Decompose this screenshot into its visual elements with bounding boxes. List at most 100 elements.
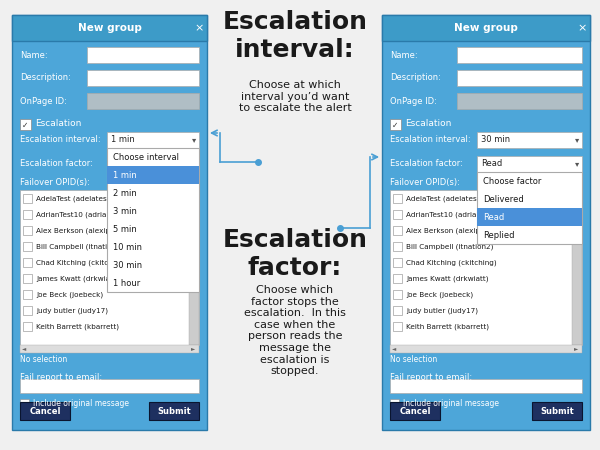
Text: 5 min: 5 min (113, 225, 137, 234)
Bar (20, 119, 31, 130)
Text: Choose at which
interval you’d want
to escalate the alert: Choose at which interval you’d want to e… (239, 80, 352, 113)
Text: AdrianTest10 (adrian: AdrianTest10 (adrian (406, 212, 481, 218)
Bar (390, 190, 582, 345)
Text: New group: New group (454, 23, 518, 33)
Bar (382, 15, 590, 430)
Text: Escalation
interval:: Escalation interval: (223, 10, 367, 62)
Text: Read: Read (111, 159, 132, 168)
Bar (23, 258, 32, 267)
Text: ▾: ▾ (192, 159, 196, 168)
Text: OnPage ID:: OnPage ID: (390, 96, 437, 105)
Bar (20, 345, 199, 353)
Text: ◄: ◄ (392, 346, 396, 351)
Bar (477, 156, 582, 172)
Text: Escalation factor:: Escalation factor: (390, 158, 463, 167)
Text: OnPage ID:: OnPage ID: (20, 96, 67, 105)
Text: Chad Kitching (ckitching): Chad Kitching (ckitching) (36, 260, 127, 266)
Text: Cancel: Cancel (29, 406, 61, 415)
Text: ▾: ▾ (192, 135, 196, 144)
Text: Failover OPID(s):: Failover OPID(s): (20, 179, 90, 188)
Text: 1 min: 1 min (113, 171, 137, 180)
Bar (390, 345, 582, 353)
Text: Failover OPID(s):: Failover OPID(s): (390, 179, 460, 188)
Bar (23, 306, 32, 315)
Text: ×: × (577, 23, 587, 33)
Bar (149, 402, 199, 420)
Text: Chad Kitching (ckitching): Chad Kitching (ckitching) (406, 260, 497, 266)
Bar (23, 194, 32, 203)
Bar (23, 290, 32, 299)
Text: Joe Beck (joebeck): Joe Beck (joebeck) (406, 292, 473, 298)
Bar (390, 399, 399, 408)
Text: Choose interval: Choose interval (113, 153, 179, 162)
Bar (477, 132, 582, 148)
Text: Bill Campbell (itnation2): Bill Campbell (itnation2) (406, 244, 493, 250)
Bar (87, 47, 199, 63)
Text: Cancel: Cancel (399, 406, 431, 415)
Text: Keith Barrett (kbarrett): Keith Barrett (kbarrett) (406, 324, 489, 330)
Bar (23, 226, 32, 235)
Text: 10 min: 10 min (113, 243, 142, 252)
Bar (393, 258, 402, 267)
Bar (23, 242, 32, 251)
Text: Submit: Submit (540, 406, 574, 415)
Text: Read: Read (483, 212, 504, 221)
Bar (390, 402, 440, 420)
Text: Fail report to email:: Fail report to email: (20, 373, 102, 382)
Bar (20, 190, 199, 345)
Text: ►: ► (574, 346, 578, 351)
Text: No selection: No selection (20, 355, 67, 364)
Text: Alex Berkson (alexip: Alex Berkson (alexip (36, 228, 110, 234)
Text: Escalation
factor:: Escalation factor: (223, 228, 367, 280)
Text: AdrianTest10 (adrian: AdrianTest10 (adrian (36, 212, 111, 218)
Text: Name:: Name: (20, 50, 47, 59)
Bar (393, 306, 402, 315)
Bar (107, 132, 199, 148)
Text: ×: × (194, 23, 203, 33)
Bar (107, 148, 199, 292)
Text: Choose which
factor stops the
escalation.  In this
case when the
person reads th: Choose which factor stops the escalation… (244, 285, 346, 376)
Text: Escalation: Escalation (405, 120, 451, 129)
Text: 30 min: 30 min (481, 135, 510, 144)
Bar (390, 379, 582, 393)
Text: New group: New group (77, 23, 142, 33)
Text: 1 min: 1 min (111, 135, 135, 144)
Bar (87, 70, 199, 86)
Text: James Kwatt (drkwiatt): James Kwatt (drkwiatt) (406, 276, 488, 282)
Text: ✓: ✓ (392, 121, 398, 130)
Bar (393, 242, 402, 251)
Bar (393, 290, 402, 299)
Text: Description:: Description: (20, 73, 71, 82)
Text: Alex Berkson (alexiphone): Alex Berkson (alexiphone) (406, 228, 500, 234)
Text: Submit: Submit (157, 406, 191, 415)
Bar (457, 93, 582, 109)
Text: ✓: ✓ (22, 121, 28, 130)
Text: AdelaTest (adelatest): AdelaTest (adelatest) (406, 196, 482, 202)
Bar (532, 402, 582, 420)
Bar (390, 119, 401, 130)
Bar (87, 93, 199, 109)
Bar (23, 322, 32, 331)
Bar (477, 172, 582, 244)
Text: James Kwatt (drkwiatt): James Kwatt (drkwiatt) (36, 276, 119, 282)
Bar (477, 208, 582, 226)
Bar (20, 379, 199, 393)
Bar (20, 402, 70, 420)
Text: Include original message: Include original message (33, 399, 129, 408)
Text: ▾: ▾ (575, 135, 579, 144)
Text: Replied: Replied (483, 230, 515, 239)
Text: Bill Campbell (itnatio: Bill Campbell (itnatio (36, 244, 112, 250)
Text: Description:: Description: (390, 73, 441, 82)
Bar (23, 274, 32, 283)
Text: Escalation interval:: Escalation interval: (390, 135, 470, 144)
Text: Name:: Name: (390, 50, 418, 59)
Bar (12, 15, 207, 430)
Text: Choose factor: Choose factor (483, 176, 541, 185)
Bar (393, 194, 402, 203)
Bar (189, 190, 199, 210)
Text: 3 min: 3 min (113, 207, 137, 216)
Bar (107, 156, 199, 172)
Text: ►: ► (191, 346, 195, 351)
Text: Read: Read (481, 159, 502, 168)
Text: Joe Beck (joebeck): Joe Beck (joebeck) (36, 292, 103, 298)
